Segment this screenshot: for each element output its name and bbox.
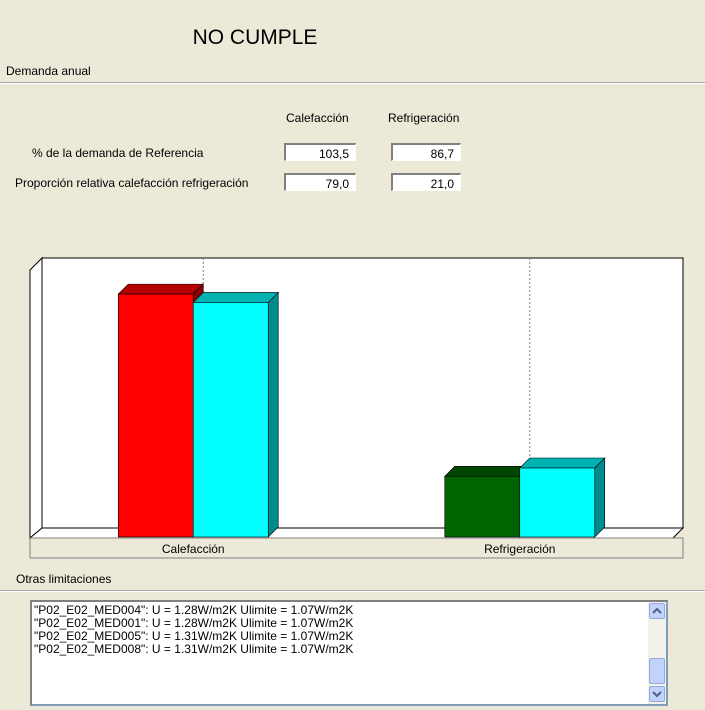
value-field[interactable]: 103,5 bbox=[284, 143, 356, 161]
bar bbox=[444, 475, 521, 538]
bar-top bbox=[519, 457, 606, 469]
category-axis bbox=[29, 537, 684, 559]
scroll-down[interactable] bbox=[649, 686, 665, 702]
column-header: Calefacción bbox=[286, 111, 349, 125]
bar-side bbox=[267, 291, 279, 538]
arrow bbox=[652, 691, 662, 698]
column-header: Refrigeración bbox=[388, 111, 460, 125]
bar-top bbox=[192, 292, 279, 303]
list-item[interactable]: "P02_E02_MED001": U = 1.28W/m2K Ulimite … bbox=[34, 616, 354, 630]
limits-list[interactable]: "P02_E02_MED004": U = 1.28W/m2K Ulimite … bbox=[30, 600, 668, 706]
section-label: Otras limitaciones bbox=[16, 572, 112, 586]
list-item[interactable]: "P02_E02_MED008": U = 1.31W/m2K Ulimite … bbox=[34, 642, 354, 656]
separator bbox=[0, 590, 705, 592]
bar bbox=[117, 293, 194, 538]
side-wall bbox=[29, 256, 43, 540]
scroll-thumb[interactable] bbox=[649, 658, 665, 684]
list-item[interactable]: "P02_E02_MED005": U = 1.31W/m2K Ulimite … bbox=[34, 629, 354, 643]
chart: Calefacción Refrigeración bbox=[28, 256, 685, 559]
bar-side bbox=[594, 457, 606, 538]
status-title: NO CUMPLE bbox=[192, 26, 318, 49]
arrow bbox=[652, 607, 662, 614]
list-item[interactable]: "P02_E02_MED004": U = 1.28W/m2K Ulimite … bbox=[34, 603, 354, 617]
bar-top bbox=[444, 465, 531, 477]
value-field[interactable]: 79,0 bbox=[284, 173, 356, 191]
separator bbox=[0, 82, 705, 84]
value-field[interactable]: 86,7 bbox=[391, 143, 461, 161]
value-field[interactable]: 21,0 bbox=[391, 173, 461, 191]
x-tick-label: Refrigeración bbox=[484, 542, 555, 556]
x-tick-label: Calefacción bbox=[162, 542, 225, 556]
row-label: Proporción relativa calefacción refriger… bbox=[15, 176, 249, 190]
bar-top bbox=[117, 283, 204, 295]
bar bbox=[192, 302, 269, 538]
section-label: Demanda anual bbox=[6, 64, 91, 78]
row-label: % de la demanda de Referencia bbox=[32, 146, 204, 160]
bar bbox=[519, 467, 596, 538]
scrollbar[interactable] bbox=[648, 602, 666, 704]
scroll-up[interactable] bbox=[649, 603, 665, 619]
